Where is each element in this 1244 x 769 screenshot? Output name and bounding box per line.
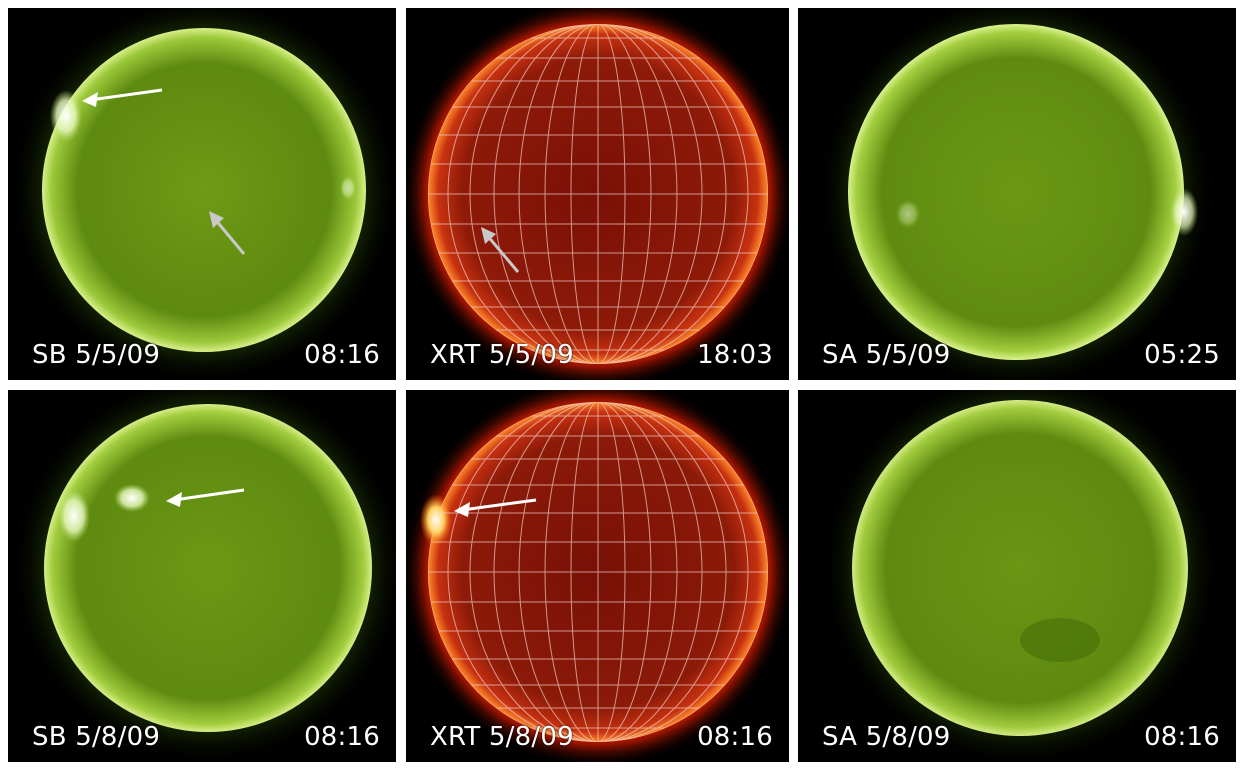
- panel-label-right: 18:03: [697, 340, 773, 370]
- panel-xrt-5-8-09: XRT 5/8/09 08:16: [406, 390, 789, 762]
- panel-label-right: 05:25: [1144, 340, 1220, 370]
- sun-disk-green: [816, 8, 1216, 380]
- panel-label-left: SA 5/5/09: [822, 340, 951, 370]
- arrow-grey: [481, 227, 520, 273]
- panel-sa-5-8-09: SA 5/8/09 08:16: [798, 390, 1236, 762]
- sun-disk-green: [10, 390, 396, 762]
- panel-label-right: 08:16: [304, 340, 380, 370]
- panel-label-right: 08:16: [697, 722, 773, 752]
- panel-sb-5-8-09: SB 5/8/09 08:16: [8, 390, 396, 762]
- sun-disk-green: [8, 8, 396, 380]
- panel-sa-5-5-09: SA 5/5/09 05:25: [798, 8, 1236, 380]
- panel-sb-5-5-09: SB 5/5/09 08:16: [8, 8, 396, 380]
- panel-label-right: 08:16: [1144, 722, 1220, 752]
- panel-label-left: XRT 5/8/09: [430, 722, 574, 752]
- panel-xrt-5-5-09: XRT 5/5/09 18:03: [406, 8, 789, 380]
- arrow-white: [166, 488, 245, 507]
- sun-disk-red-grid: [406, 390, 789, 762]
- panel-label-left: XRT 5/5/09: [430, 340, 574, 370]
- panel-label-right: 08:16: [304, 722, 380, 752]
- arrow-grey: [209, 211, 246, 255]
- panel-label-left: SB 5/5/09: [32, 340, 161, 370]
- panel-label-left: SA 5/8/09: [822, 722, 951, 752]
- arrow-white: [454, 498, 537, 517]
- sun-disk-red-grid: [406, 8, 789, 380]
- panel-label-left: SB 5/8/09: [32, 722, 161, 752]
- sun-disk-green: [820, 390, 1220, 762]
- arrow-white: [82, 88, 163, 107]
